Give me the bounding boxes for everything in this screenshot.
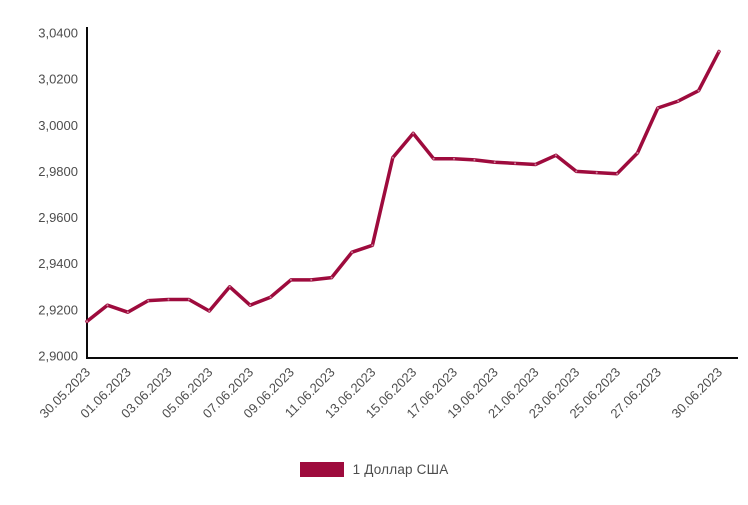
- y-tick-label: 2,9000: [38, 349, 78, 364]
- y-tick-label: 2,9800: [38, 164, 78, 179]
- data-point-marker: [167, 298, 170, 301]
- legend-swatch-usd: [299, 462, 344, 477]
- y-tick-label: 2,9200: [38, 302, 78, 317]
- y-tick-label: 2,9600: [38, 210, 78, 225]
- data-point-marker: [656, 107, 659, 109]
- data-point-marker: [616, 172, 619, 175]
- data-point-marker: [289, 278, 292, 281]
- data-point-marker: [126, 311, 129, 314]
- data-point-marker: [187, 298, 190, 301]
- y-tick-label: 3,0200: [38, 72, 78, 87]
- data-point-marker: [208, 310, 211, 312]
- data-point-marker: [718, 50, 720, 53]
- data-point-marker: [249, 304, 252, 307]
- data-point-marker: [453, 157, 455, 160]
- axes: [86, 27, 738, 359]
- data-point-marker: [371, 244, 374, 247]
- data-point-marker: [554, 154, 557, 157]
- data-point-marker: [514, 162, 517, 165]
- data-point-marker: [432, 157, 435, 160]
- data-point-marker: [412, 132, 415, 135]
- series-line-usd: [85, 49, 721, 324]
- data-point-marker: [147, 299, 150, 302]
- legend-label: 1 Доллар США: [352, 462, 449, 477]
- data-point-marker: [636, 152, 639, 154]
- y-tick-label: 3,0400: [38, 26, 78, 41]
- data-point-marker: [473, 158, 476, 161]
- y-tick-label: 2,9400: [38, 256, 78, 271]
- data-point-marker: [86, 320, 88, 323]
- data-point-marker: [269, 296, 272, 299]
- data-point-marker: [391, 156, 394, 159]
- data-point-marker: [330, 276, 333, 279]
- data-point-marker: [534, 163, 537, 166]
- data-point-marker: [228, 285, 231, 288]
- data-point-marker: [493, 161, 496, 164]
- x-tick-label: 30.06.2023: [668, 365, 725, 422]
- data-point-marker: [106, 304, 109, 307]
- legend: 1 Доллар США: [0, 462, 748, 477]
- data-point-marker: [351, 251, 353, 254]
- data-point-marker: [310, 278, 313, 281]
- data-point-marker: [697, 89, 700, 92]
- data-point-marker: [575, 170, 578, 173]
- data-point-marker: [677, 100, 680, 103]
- data-point-marker: [595, 171, 598, 174]
- chart-svg: 3,0400 3,0200 3,0000 2,9800 2,9600 2,9400 2,92…: [36, 26, 738, 422]
- y-tick-label: 3,0000: [38, 118, 78, 133]
